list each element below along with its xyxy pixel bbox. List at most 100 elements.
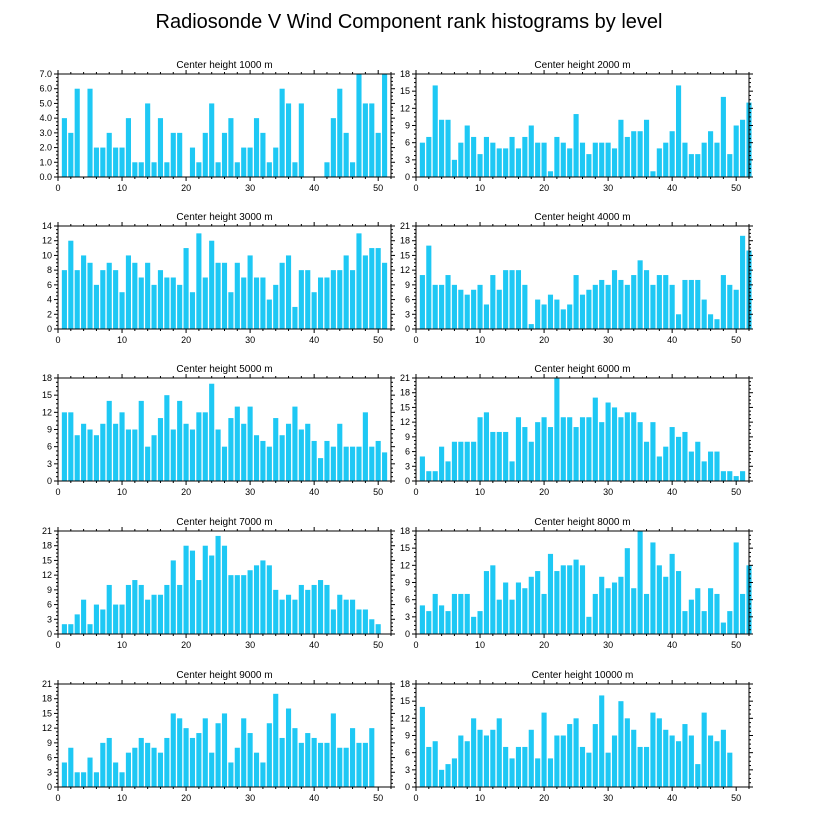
bar — [579, 565, 586, 634]
bar — [145, 742, 151, 787]
bar — [343, 747, 349, 787]
y-tick-label: 0 — [47, 476, 52, 486]
bar — [164, 395, 170, 481]
bar — [624, 548, 630, 634]
y-tick-label: 15 — [42, 708, 52, 718]
bar — [125, 584, 131, 634]
bar — [733, 476, 739, 481]
bar — [535, 422, 541, 481]
bar — [676, 314, 682, 329]
bar — [656, 718, 662, 787]
bar — [515, 746, 522, 787]
bar — [337, 270, 343, 329]
bar — [567, 304, 573, 329]
bar — [157, 418, 164, 481]
bar — [509, 461, 515, 481]
x-tick-label: 10 — [117, 487, 127, 497]
bar — [81, 599, 87, 634]
bar — [138, 400, 144, 481]
bar — [260, 440, 266, 481]
panel-title: Center height 9000 m — [176, 670, 272, 681]
bar — [119, 147, 125, 177]
bar — [362, 255, 368, 329]
bar — [740, 119, 746, 177]
bar — [247, 733, 253, 787]
bar — [157, 270, 164, 329]
panel-title: Center height 2000 m — [534, 60, 630, 71]
bar — [81, 255, 87, 329]
bar — [464, 593, 470, 634]
y-tick-label: 6 — [405, 748, 410, 758]
panel-title: Center height 6000 m — [534, 364, 630, 375]
bar — [285, 708, 292, 787]
y-tick-label: 6 — [405, 138, 410, 148]
bar — [151, 284, 157, 329]
bar — [106, 132, 112, 177]
bar — [285, 594, 292, 634]
x-tick-label: 30 — [603, 793, 613, 803]
y-tick-label: 12 — [400, 265, 410, 275]
bar — [579, 417, 586, 481]
bar — [68, 747, 74, 787]
x-tick-label: 0 — [413, 487, 418, 497]
y-tick-label: 0 — [405, 172, 410, 182]
bar — [554, 136, 560, 177]
bar — [74, 88, 80, 177]
x-tick-label: 0 — [55, 793, 60, 803]
x-tick-label: 30 — [245, 640, 255, 650]
bar — [369, 728, 375, 787]
bar — [285, 255, 292, 329]
bar — [426, 746, 432, 787]
x-tick-label: 30 — [245, 335, 255, 345]
bar — [637, 422, 643, 481]
bar — [221, 132, 228, 177]
bar — [356, 233, 362, 329]
y-tick-label: 6 — [47, 442, 52, 452]
y-tick-label: 6 — [405, 447, 410, 457]
bar — [477, 729, 483, 787]
bar — [266, 162, 272, 177]
bar — [298, 103, 304, 177]
bar — [471, 718, 477, 787]
bar — [547, 171, 554, 177]
bar — [503, 746, 509, 787]
x-tick-label: 40 — [667, 335, 677, 345]
x-tick-label: 10 — [117, 793, 127, 803]
bar — [522, 588, 528, 634]
bar — [145, 446, 151, 481]
bar — [113, 762, 119, 787]
bar — [183, 248, 189, 329]
bar — [81, 423, 87, 481]
y-tick-label: 18 — [42, 373, 52, 383]
bar — [682, 142, 688, 177]
y-tick-label: 21 — [42, 679, 52, 689]
bar — [100, 609, 106, 634]
bar — [714, 451, 720, 481]
bar — [164, 584, 170, 634]
bar — [669, 284, 675, 329]
x-tick-label: 0 — [55, 335, 60, 345]
y-tick-label: 6 — [47, 753, 52, 763]
x-tick-label: 0 — [413, 640, 418, 650]
bar — [471, 136, 477, 177]
bar — [382, 74, 388, 177]
bar — [74, 270, 80, 329]
bar — [727, 752, 733, 787]
y-tick-label: 9 — [405, 121, 410, 131]
bar — [740, 471, 746, 481]
bar — [356, 74, 362, 177]
y-tick-label: 12 — [400, 103, 410, 113]
bar — [164, 277, 170, 329]
bar — [132, 262, 138, 329]
bar — [138, 737, 144, 787]
bar — [106, 737, 112, 787]
bar — [663, 142, 669, 177]
bar — [445, 764, 451, 787]
bar — [362, 412, 368, 481]
bar — [695, 588, 701, 634]
bar — [554, 571, 560, 634]
panel-title: Center height 10000 m — [532, 670, 634, 681]
bar — [419, 142, 425, 177]
bar — [688, 279, 694, 329]
